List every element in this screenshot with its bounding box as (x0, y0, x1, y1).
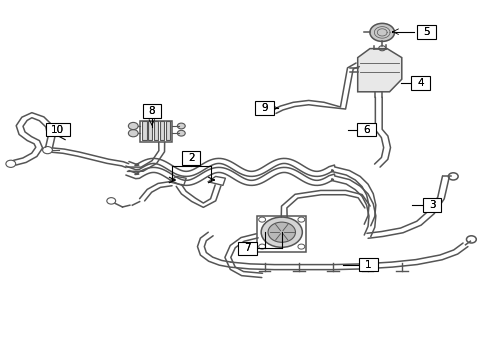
Circle shape (177, 123, 185, 129)
Text: 2: 2 (188, 153, 195, 163)
Circle shape (298, 217, 305, 222)
Text: 6: 6 (363, 125, 370, 135)
Polygon shape (370, 23, 394, 41)
Bar (166, 121, 170, 140)
Bar (359, 258, 378, 271)
Bar (142, 121, 147, 140)
Circle shape (128, 122, 138, 130)
Circle shape (43, 147, 52, 154)
Bar (357, 123, 376, 136)
Text: 1: 1 (365, 260, 372, 270)
Text: 5: 5 (423, 27, 430, 37)
Bar (160, 121, 164, 140)
Bar (46, 123, 70, 136)
Circle shape (107, 198, 116, 204)
Text: 9: 9 (261, 103, 268, 113)
Circle shape (259, 217, 266, 222)
Circle shape (298, 244, 305, 249)
Bar (257, 216, 306, 252)
Text: 4: 4 (417, 78, 424, 88)
Text: 9: 9 (261, 103, 268, 113)
Circle shape (466, 236, 476, 243)
Polygon shape (358, 49, 402, 92)
Text: 5: 5 (423, 27, 430, 37)
Text: 8: 8 (148, 106, 155, 116)
Bar (154, 121, 158, 140)
Bar (143, 104, 161, 118)
Circle shape (261, 217, 302, 247)
Text: 7: 7 (244, 243, 251, 253)
Circle shape (259, 244, 266, 249)
Bar (238, 242, 257, 255)
Bar (423, 198, 441, 212)
Text: 3: 3 (429, 200, 436, 210)
Bar (417, 25, 436, 39)
Bar (140, 121, 171, 142)
Circle shape (6, 160, 16, 167)
Bar (255, 101, 274, 115)
Bar (148, 121, 152, 140)
Text: 1: 1 (365, 260, 372, 270)
Circle shape (128, 130, 138, 137)
Text: 10: 10 (51, 125, 64, 135)
Text: 3: 3 (429, 200, 436, 210)
Text: 8: 8 (148, 106, 155, 116)
Text: 7: 7 (244, 243, 251, 253)
Circle shape (448, 173, 458, 180)
Text: 10: 10 (51, 125, 64, 135)
Bar (411, 76, 430, 90)
Text: 6: 6 (363, 125, 370, 135)
Text: 2: 2 (188, 153, 195, 163)
Circle shape (268, 222, 295, 242)
Circle shape (177, 130, 185, 136)
Text: 4: 4 (417, 78, 424, 88)
Bar (182, 151, 200, 165)
